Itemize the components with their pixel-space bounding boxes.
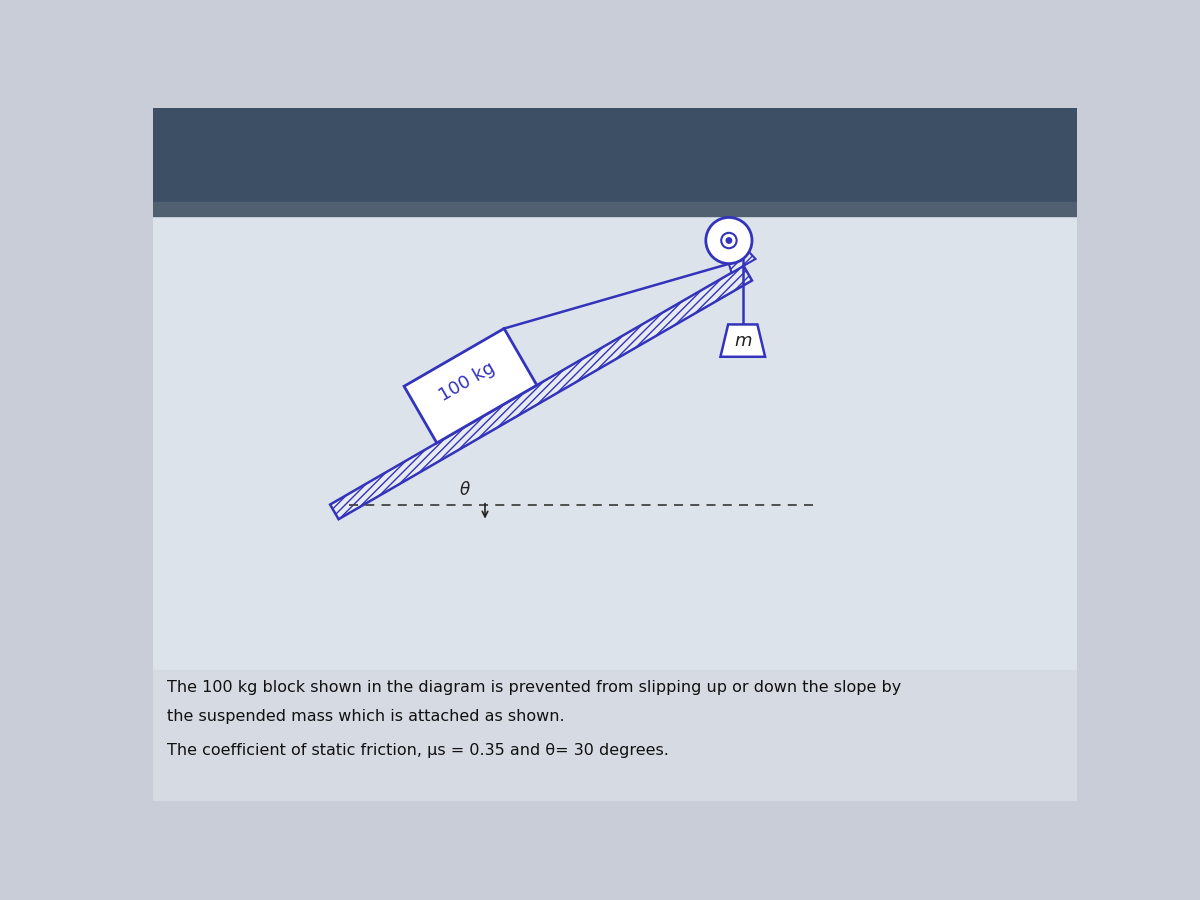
Text: the suspended mass which is attached as shown.: the suspended mass which is attached as … bbox=[167, 709, 564, 724]
Circle shape bbox=[721, 233, 737, 248]
Polygon shape bbox=[330, 266, 752, 519]
Bar bbox=[154, 108, 1078, 216]
Circle shape bbox=[726, 238, 732, 243]
Bar bbox=[154, 670, 1078, 801]
Text: The coefficient of static friction, μs = 0.35 and θ= 30 degrees.: The coefficient of static friction, μs =… bbox=[167, 743, 668, 759]
Text: m: m bbox=[734, 331, 751, 349]
Text: 100 kg: 100 kg bbox=[436, 359, 498, 405]
Text: θ: θ bbox=[460, 482, 469, 500]
Text: The 100 kg block shown in the diagram is prevented from slipping up or down the : The 100 kg block shown in the diagram is… bbox=[167, 680, 901, 695]
Polygon shape bbox=[720, 324, 766, 356]
Bar bbox=[154, 216, 1078, 670]
Polygon shape bbox=[404, 328, 536, 443]
Bar bbox=[154, 202, 1078, 216]
Polygon shape bbox=[722, 237, 756, 273]
Circle shape bbox=[706, 218, 752, 264]
